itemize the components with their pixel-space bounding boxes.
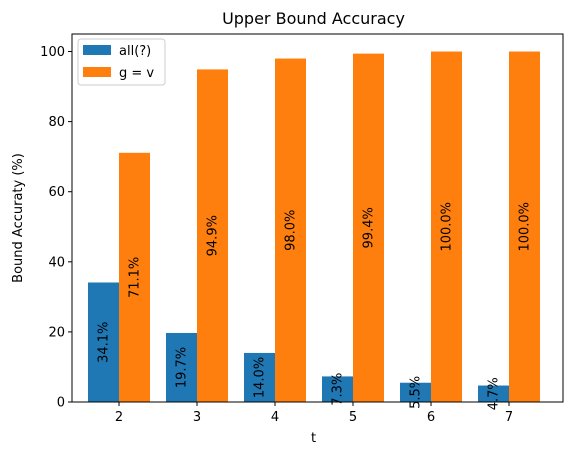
bar-value-label: 19.7% xyxy=(175,347,190,388)
legend: all(?) g = v xyxy=(77,38,166,86)
bar-all-t2 xyxy=(88,282,119,402)
bar-g-v-t4 xyxy=(275,58,306,403)
legend-swatch-g-equals-v xyxy=(83,67,111,77)
x-tick-label: 6 xyxy=(427,410,435,425)
bar-g-v-t6 xyxy=(431,51,462,403)
bar-value-label: 100.0% xyxy=(518,202,533,252)
legend-swatch-all xyxy=(83,45,111,55)
bar-value-label: 7.3% xyxy=(331,373,346,406)
bar-value-label: 99.4% xyxy=(362,207,377,248)
x-axis: 2 3 4 5 6 7 xyxy=(115,402,513,425)
bar-value-label: 98.0% xyxy=(284,210,299,251)
bar-all-t7 xyxy=(478,385,509,402)
x-axis-label: t xyxy=(311,431,316,446)
x-tick-label: 3 xyxy=(193,410,201,425)
y-axis: 0 20 40 60 80 100 xyxy=(40,45,72,411)
y-tick-label: 60 xyxy=(48,185,65,200)
chart-title: Upper Bound Accuracy xyxy=(222,9,405,28)
bar-g-v-t3 xyxy=(197,69,228,402)
bar-g-v-t7 xyxy=(509,51,540,403)
x-tick-label: 4 xyxy=(271,410,279,425)
bar-all-t5 xyxy=(322,376,353,402)
bar-value-label: 4.7% xyxy=(487,377,502,410)
bar-value-label: 94.9% xyxy=(206,215,221,256)
y-tick-label: 80 xyxy=(48,115,65,130)
y-tick-label: 0 xyxy=(57,396,65,411)
bar-all-t4 xyxy=(244,352,275,402)
bar-value-label: 14.0% xyxy=(253,357,268,398)
y-tick-label: 40 xyxy=(48,255,65,270)
x-tick-label: 7 xyxy=(505,410,513,425)
bar-all-t6 xyxy=(400,382,431,402)
y-tick-label: 100 xyxy=(40,45,65,60)
legend-label-all: all(?) xyxy=(119,44,151,59)
bar-g-v-t5 xyxy=(353,53,384,402)
bars-group xyxy=(88,51,540,403)
x-tick-label: 5 xyxy=(349,410,357,425)
bar-value-label: 71.1% xyxy=(128,257,143,298)
bar-value-label: 100.0% xyxy=(440,202,455,252)
y-axis-label: Bound Accuraty (%) xyxy=(11,153,26,283)
bar-value-label: 5.5% xyxy=(409,376,424,409)
bar-value-label: 34.1% xyxy=(97,322,112,363)
bar-all-t3 xyxy=(166,332,197,402)
plot-frame xyxy=(71,33,564,403)
legend-label-g-equals-v: g = v xyxy=(119,66,154,81)
x-tick-label: 2 xyxy=(115,410,123,425)
bar-labels-group: 34.1% 19.7% 14.0% 7.3% 5.5% 4.7% 71.1% 94.9% 98.… xyxy=(97,202,533,410)
bar-g-v-t2 xyxy=(119,152,150,402)
y-tick-label: 20 xyxy=(48,325,65,340)
